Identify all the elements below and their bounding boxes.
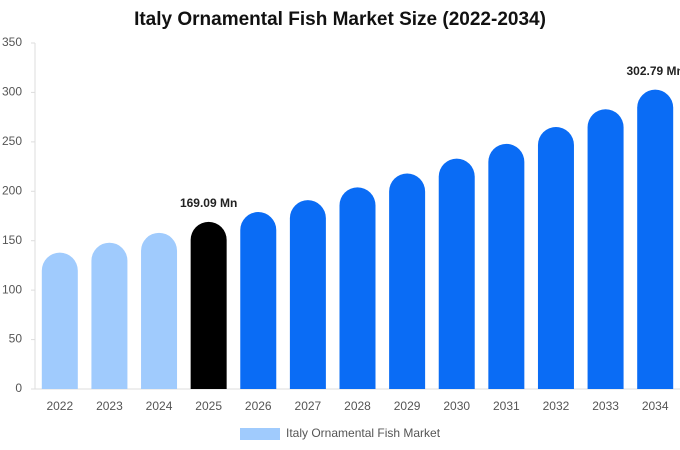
x-tick-label: 2033	[592, 399, 619, 413]
legend-swatch	[240, 428, 280, 440]
y-tick-label: 150	[2, 233, 22, 247]
bar	[289, 200, 326, 389]
bar	[389, 173, 426, 389]
legend-label: Italy Ornamental Fish Market	[286, 426, 441, 440]
value-label: 169.09 Mn	[180, 196, 237, 210]
bar	[240, 212, 277, 389]
bar	[488, 143, 525, 389]
bar	[91, 242, 128, 389]
y-tick-label: 50	[9, 332, 23, 346]
y-tick-label: 100	[2, 282, 22, 296]
y-tick-label: 250	[2, 134, 22, 148]
bar	[339, 187, 376, 389]
x-tick-label: 2023	[96, 399, 123, 413]
bar	[141, 232, 178, 389]
bar	[637, 89, 674, 389]
x-tick-label: 2027	[295, 399, 322, 413]
y-tick-label: 0	[15, 381, 22, 395]
bar	[587, 109, 624, 390]
bar	[190, 221, 227, 389]
x-tick-label: 2031	[493, 399, 520, 413]
x-tick-label: 2026	[245, 399, 272, 413]
bar	[537, 127, 574, 389]
x-tick-label: 2024	[146, 399, 173, 413]
x-tick-label: 2028	[344, 399, 371, 413]
x-tick-label: 2022	[46, 399, 73, 413]
y-tick-label: 350	[2, 35, 22, 49]
bar	[41, 252, 78, 389]
x-tick-label: 2029	[394, 399, 421, 413]
x-tick-label: 2030	[443, 399, 470, 413]
bar	[438, 158, 475, 389]
chart-title: Italy Ornamental Fish Market Size (2022-…	[134, 9, 546, 30]
x-tick-label: 2032	[543, 399, 570, 413]
x-tick-label: 2034	[642, 399, 669, 413]
x-tick-label: 2025	[195, 399, 222, 413]
value-label: 302.79 Mn	[627, 64, 680, 78]
y-tick-label: 200	[2, 183, 22, 197]
y-tick-label: 300	[2, 85, 22, 99]
